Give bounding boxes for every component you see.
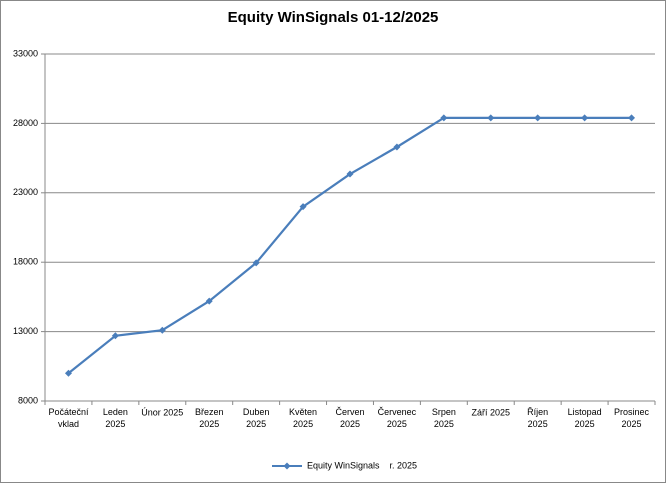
marker <box>64 369 72 377</box>
marker <box>346 170 354 178</box>
marker <box>205 297 213 305</box>
x-tick-label: Duben 2025 <box>243 407 270 429</box>
marker <box>534 114 542 122</box>
marker <box>487 114 495 122</box>
x-tick-label: Únor 2025 <box>141 407 183 417</box>
x-tick-label: Červenec 2025 <box>378 407 417 429</box>
y-tick-label: 33000 <box>13 48 38 58</box>
marker <box>628 114 636 122</box>
y-tick-label: 23000 <box>13 187 38 197</box>
marker <box>158 326 166 334</box>
marker <box>252 259 260 267</box>
marker <box>440 114 448 122</box>
y-tick-label: 13000 <box>13 326 38 336</box>
legend-marker <box>283 462 291 470</box>
x-tick-label: Říjen 2025 <box>527 407 548 429</box>
marker <box>581 114 589 122</box>
x-tick-label: Červen 2025 <box>335 407 364 429</box>
x-tick-label: Leden 2025 <box>103 407 128 429</box>
x-tick-label: Prosinec 2025 <box>614 407 650 429</box>
y-tick-label: 28000 <box>13 118 38 128</box>
marker <box>393 143 401 151</box>
chart-title: Equity WinSignals 01-12/2025 <box>228 9 439 26</box>
y-tick-label: 8000 <box>18 395 38 405</box>
marker <box>299 203 307 211</box>
x-tick-label: Září 2025 <box>472 407 511 417</box>
x-tick-label: Počáteční vklad <box>48 407 89 429</box>
x-tick-label: Srpen 2025 <box>432 407 456 429</box>
legend-label: Equity WinSignals r. 2025 <box>307 460 417 470</box>
x-tick-label: Listopad 2025 <box>568 407 602 429</box>
y-tick-label: 18000 <box>13 257 38 267</box>
marker <box>111 332 119 340</box>
x-tick-label: Březen 2025 <box>195 407 224 429</box>
x-tick-label: Květen 2025 <box>289 407 317 429</box>
